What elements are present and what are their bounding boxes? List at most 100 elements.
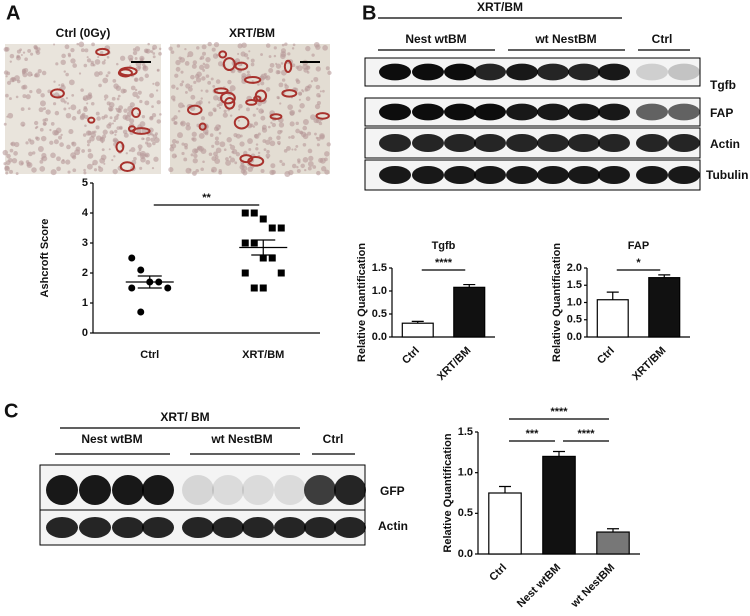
y-tick-label: 1.5 [567,279,582,291]
tissue [260,168,265,173]
tissue [291,63,296,68]
data-point [268,254,276,262]
vessel [281,89,298,98]
error-bar [607,528,619,533]
tissue [246,107,250,112]
tissue [95,111,100,116]
tissue [134,57,138,60]
tissue [99,157,106,164]
blot-band [668,134,700,152]
tissue [213,95,219,101]
tissue [33,120,39,126]
tissue [268,136,273,141]
blot-group: XRT/BM [477,0,523,14]
tissue [319,90,322,93]
tissue [112,168,118,175]
tissue [35,49,39,54]
tissue [6,80,12,85]
tissue [98,71,103,76]
tissue [171,139,177,144]
tissue [139,121,146,127]
tissue [63,70,66,73]
tissue [225,157,229,161]
tissue [287,104,293,110]
y-tick-label: 1.0 [458,467,473,479]
lane-label: Nest wtBM [81,432,142,446]
tissue [243,53,249,58]
tissue [296,166,299,169]
tissue [41,70,47,76]
tissue [13,151,18,156]
tissue [318,121,323,126]
blot-band [668,103,700,121]
blot-band [304,475,336,505]
tissue [10,142,14,146]
tissue [86,56,89,59]
y-tick-label: 1.5 [372,262,387,274]
tissue [240,168,246,174]
blot-band [412,166,444,184]
tissue [71,116,77,121]
tissue [261,127,265,130]
tissue [10,76,16,81]
y-axis-label: Relative Quantification [356,243,368,362]
tissue [142,63,146,67]
tissue [249,123,254,128]
bar [453,286,486,338]
tissue [136,151,142,156]
tissue [63,107,67,111]
tissue [305,65,311,71]
tissue [265,75,271,81]
tissue [90,101,95,106]
tissue [180,70,184,74]
tissue [82,133,87,137]
tissue [27,107,31,111]
x-tick-label: XRT/BM [242,349,284,361]
tissue [103,94,109,99]
tissue [139,166,143,170]
tissue [114,133,117,136]
tissue [302,90,305,93]
vessel [119,161,136,172]
tissue [152,141,156,146]
tissue [105,74,109,78]
blot-band [46,517,78,538]
blot-row-label: Tubulin [706,168,748,182]
tissue [52,129,59,136]
data-point [137,308,145,316]
tissue [103,59,106,62]
tissue [68,79,75,86]
tissue [117,94,121,98]
tissue [212,84,216,88]
tissue [279,102,282,105]
tissue [154,132,158,136]
tissue [279,159,283,164]
tissue [79,115,85,121]
data-point [250,284,258,292]
tissue [277,70,281,75]
tissue [262,139,267,144]
y-axis-label: Relative Quantification [442,433,454,552]
tissue [9,148,14,153]
tissue [66,102,70,105]
tissue [101,148,105,152]
blot-band [568,63,600,81]
tissue [78,72,82,75]
tissue [144,152,150,158]
tissue [286,146,291,151]
tissue [253,133,258,139]
tissue [54,110,60,116]
tissue [302,125,308,131]
tissue [83,171,87,175]
tissue [53,139,59,145]
tissue [65,159,71,165]
tissue [271,122,277,128]
blot-band [79,517,111,538]
tissue [327,70,332,76]
tissue [305,96,311,102]
tissue [150,50,154,54]
tissue [50,152,56,159]
vessel [87,116,96,124]
tissue [325,66,330,71]
blot-band [537,63,569,81]
